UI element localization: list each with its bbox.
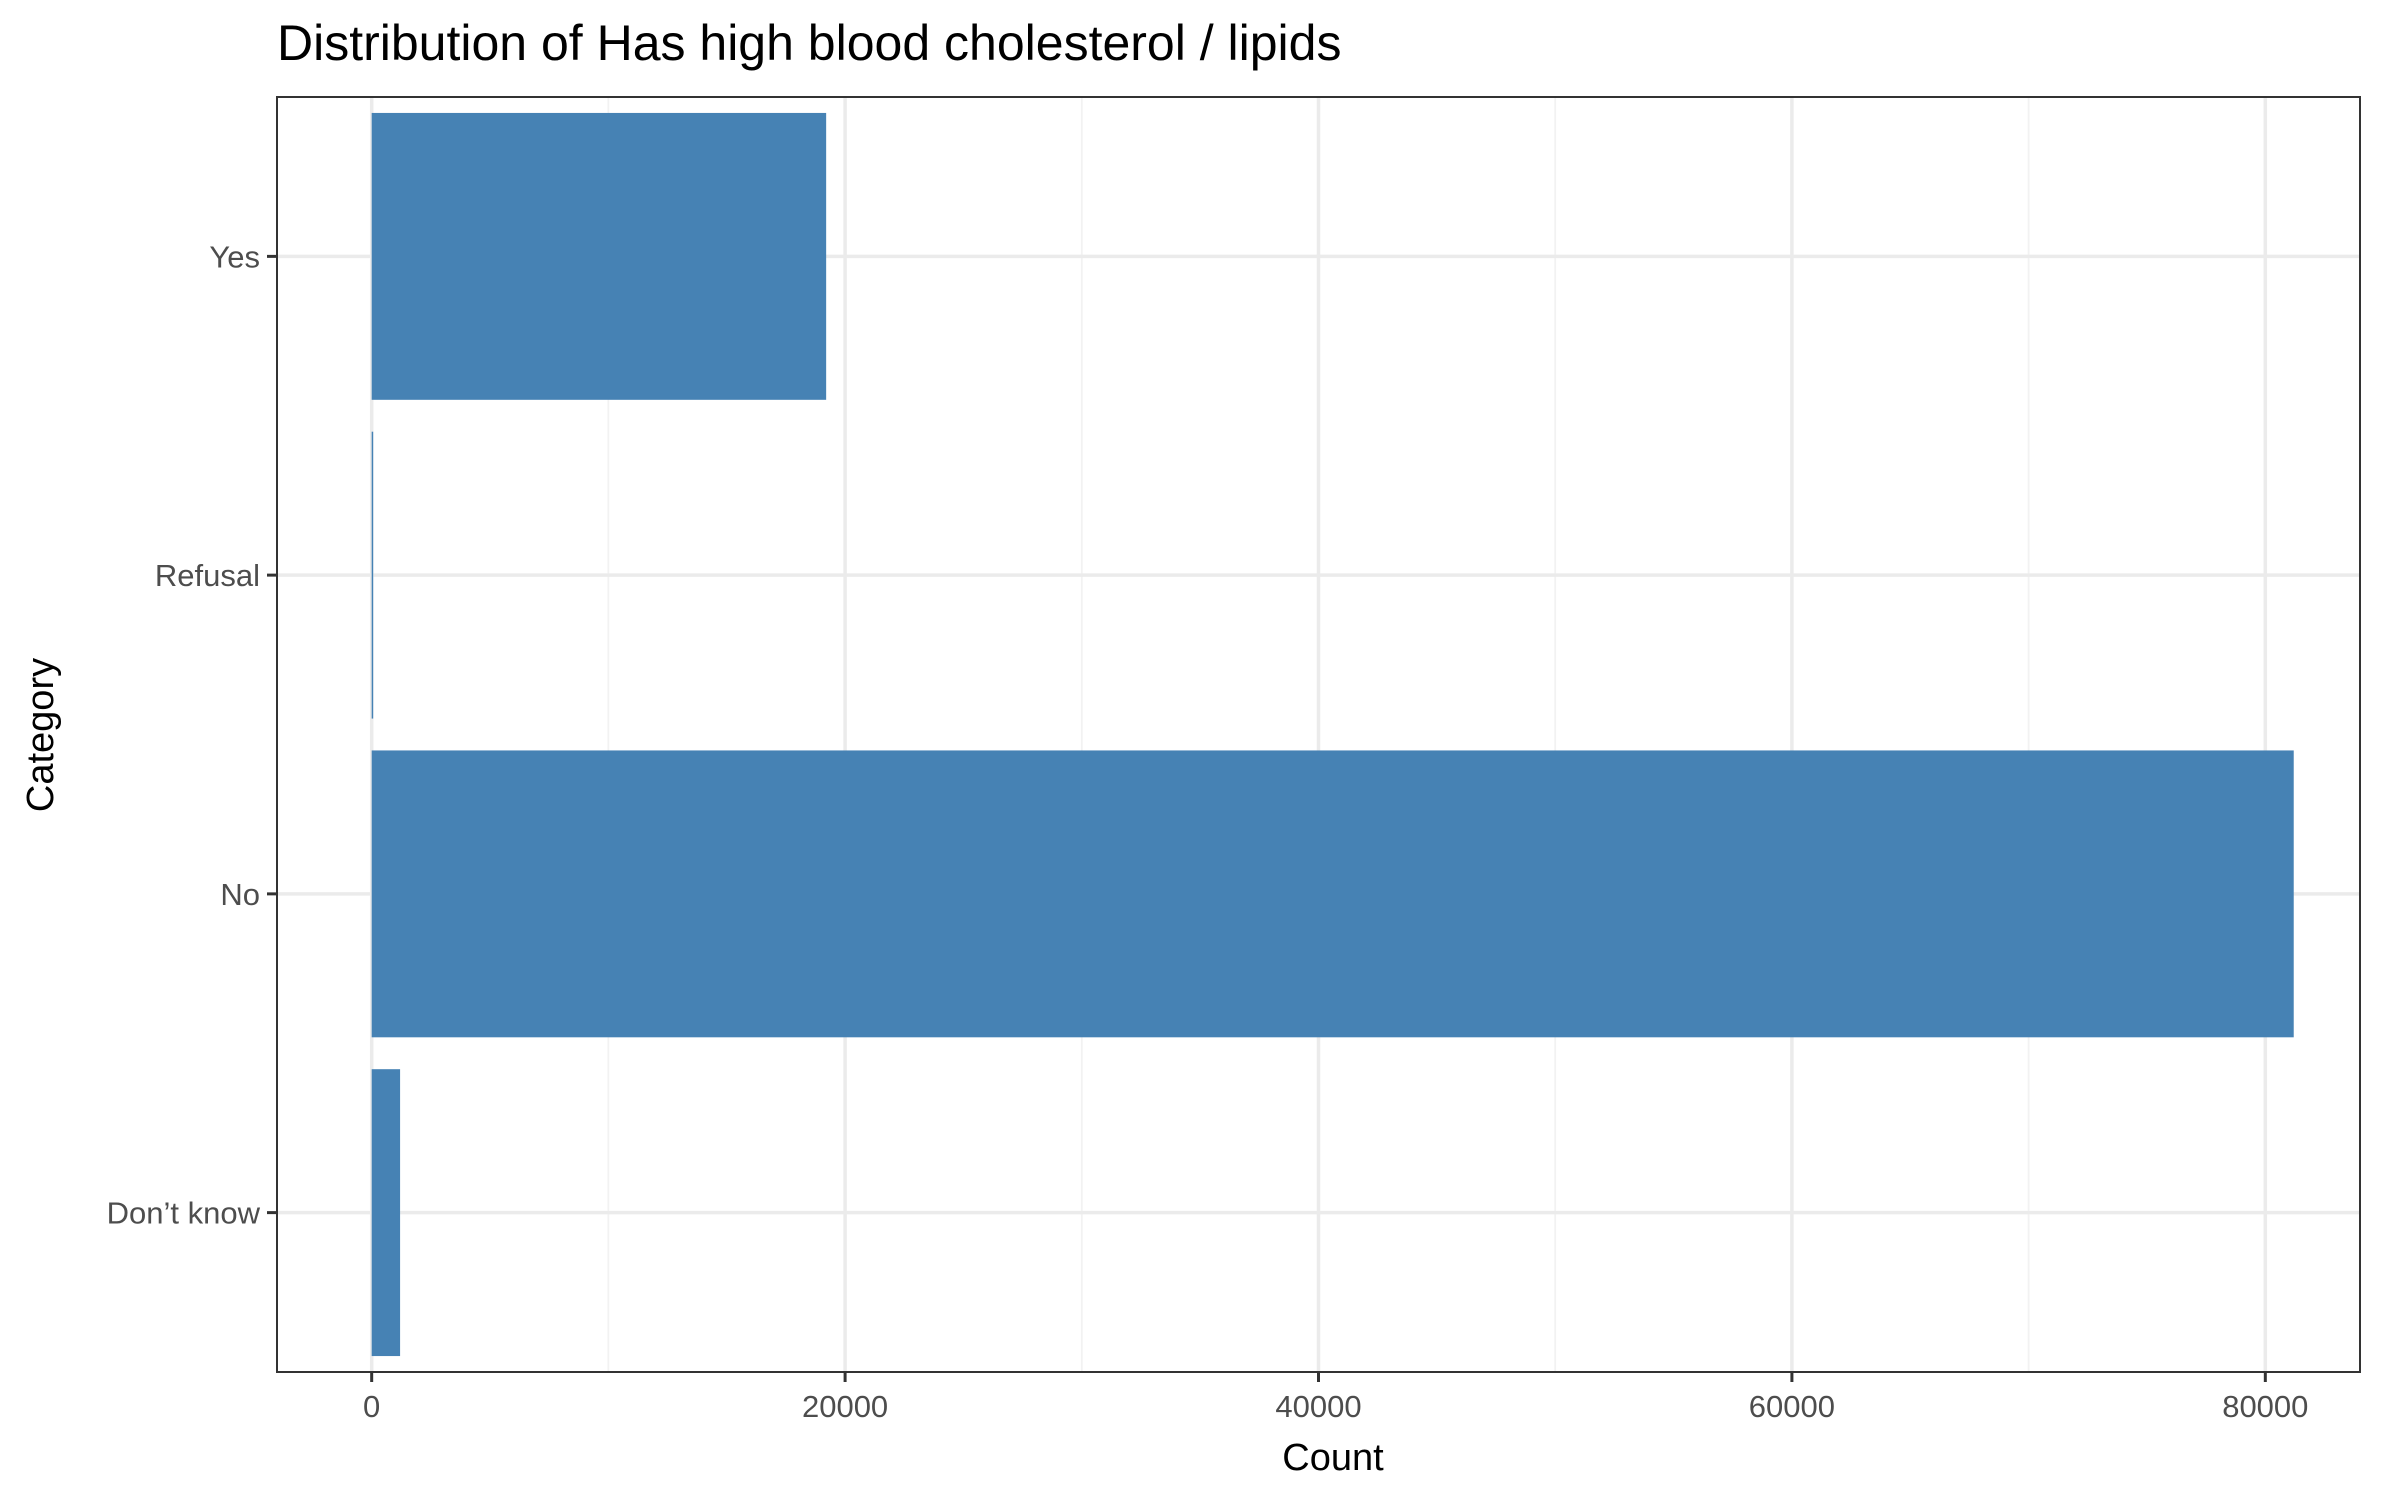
x-tick-label: 20000 — [802, 1389, 888, 1424]
bar — [371, 431, 374, 719]
bar — [371, 112, 827, 400]
y-tick-label: Don’t know — [107, 1196, 261, 1231]
y-tick-label: Refusal — [155, 558, 260, 593]
chart-title: Distribution of Has high blood cholester… — [277, 15, 1341, 71]
x-tick-label: 40000 — [1275, 1389, 1361, 1424]
bar — [371, 750, 2294, 1038]
y-axis: Don’t know No Refusal Yes — [107, 239, 277, 1231]
x-axis-title: Count — [1282, 1437, 1384, 1479]
y-axis-title: Category — [20, 658, 62, 812]
bar — [371, 1069, 401, 1357]
x-tick-label: 0 — [363, 1389, 380, 1424]
x-tick-label: 60000 — [1749, 1389, 1835, 1424]
x-tick-label: 80000 — [2222, 1389, 2308, 1424]
bars — [371, 112, 2294, 1357]
y-tick-label: Yes — [209, 239, 260, 274]
y-tick-label: No — [220, 877, 260, 912]
x-axis: 0 20000 40000 60000 80000 — [363, 1372, 2308, 1424]
